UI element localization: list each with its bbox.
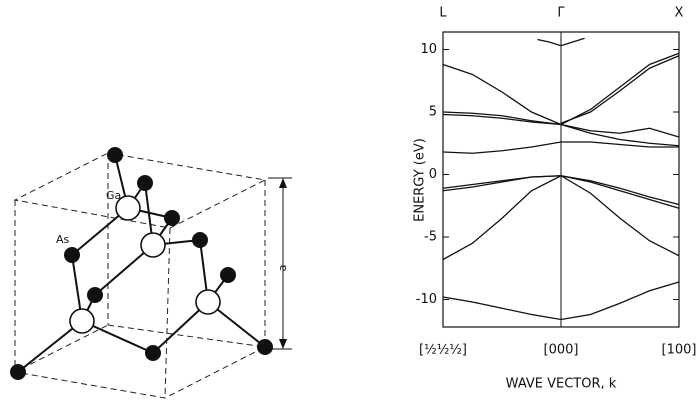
cube-edge [164,227,171,399]
x-tick-label: [000] [544,343,579,358]
x-top-label: X [675,6,684,21]
y-tick-label: -5 [424,230,437,245]
band-line [442,141,679,154]
y-axis-label: ENERGY (eV) [413,138,428,222]
x-top-label: L [439,6,447,21]
x-axis-label: WAVE VECTOR, k [506,377,617,392]
band-line [442,175,680,206]
x-tick-label: [½½½] [419,343,467,358]
dimension-label: a [276,265,289,272]
arrow-head [279,339,287,349]
y-tick-label: 10 [420,42,437,57]
crystal-diagram: Ga As a [10,147,292,399]
band-line [442,281,680,321]
ga-atoms [69,195,221,334]
y-tick-label: -10 [416,292,437,307]
x-top-label: Γ [557,6,565,21]
band-line [442,52,680,126]
arrow-head [279,178,287,188]
y-tick-label: 5 [429,105,437,120]
band-chart: ENERGY (eV) WAVE VECTOR, k 10 5 0 -5 -10 [½½½… [413,6,697,392]
band-line [537,37,585,47]
band-line [560,55,680,124]
as-atoms [10,147,273,380]
as-label: As [56,233,70,246]
ga-label: Ga [106,189,121,202]
x-tick-label: [100] [662,343,697,358]
y-tick-label: 0 [429,167,437,182]
cube-bottom [13,324,267,399]
